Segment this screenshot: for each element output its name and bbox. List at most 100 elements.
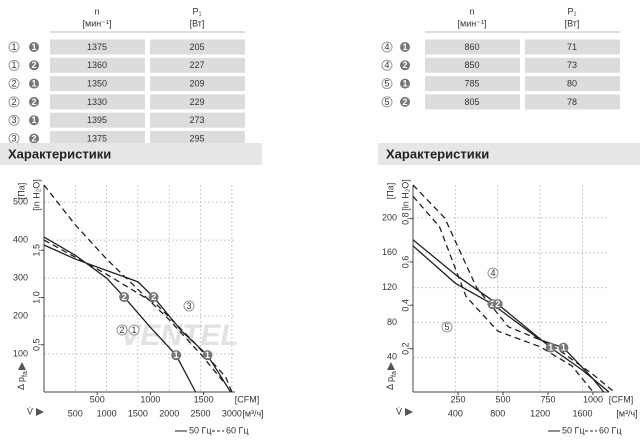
cell-p: 209 bbox=[189, 78, 204, 88]
callout-label: 4 bbox=[490, 268, 495, 278]
mode-label: 2 bbox=[31, 133, 36, 143]
cell-p: 295 bbox=[189, 133, 204, 143]
cell-n: 1375 bbox=[87, 133, 107, 143]
curve bbox=[412, 245, 605, 393]
mode-marker bbox=[29, 96, 39, 107]
mode-label: 1 bbox=[31, 42, 36, 52]
y-arrow bbox=[18, 362, 26, 370]
cell-n: 785 bbox=[464, 78, 479, 88]
x-unit: [м³/ч] bbox=[242, 408, 263, 418]
curve bbox=[43, 239, 233, 393]
header-n: n bbox=[469, 6, 474, 16]
callout-label: 2 bbox=[119, 325, 124, 335]
heading-band bbox=[0, 143, 262, 165]
mode-label: 2 bbox=[402, 97, 407, 107]
cell-bg bbox=[50, 57, 145, 73]
operating-point-label: 1 bbox=[561, 343, 566, 353]
cell-bg bbox=[425, 76, 520, 92]
x-tick-label: 500 bbox=[68, 408, 83, 418]
x-tick-label: 1600 bbox=[572, 408, 592, 418]
cell-bg bbox=[150, 112, 245, 128]
callout bbox=[116, 324, 128, 336]
watermark: VENTEL bbox=[120, 319, 238, 352]
header-n-unit: [мин⁻¹] bbox=[83, 18, 112, 28]
y-tick-label: 100 bbox=[13, 348, 28, 358]
y-tick-label: 120 bbox=[382, 282, 397, 292]
y2-tick-label: 1,0 bbox=[31, 291, 41, 304]
y-unit: [Па] bbox=[385, 183, 395, 199]
x-unit: [м³/ч] bbox=[616, 408, 637, 418]
y-tick-label: 300 bbox=[13, 272, 28, 282]
x2-tick-label: 500 bbox=[495, 394, 510, 404]
mode-label: 2 bbox=[31, 60, 36, 70]
variant-marker bbox=[381, 96, 393, 108]
y-tick-label: 160 bbox=[382, 247, 397, 257]
y-axis-label: Δ pfa bbox=[16, 371, 28, 390]
header-p-unit: [Вт] bbox=[190, 18, 205, 28]
x-tick-label: 2000 bbox=[159, 408, 179, 418]
operating-point-label: 2 bbox=[495, 299, 500, 309]
header-p-unit: [Вт] bbox=[565, 18, 580, 28]
x2-unit: [CFM] bbox=[609, 394, 634, 404]
x-arrow bbox=[405, 408, 413, 416]
callout bbox=[487, 267, 499, 279]
mode-marker bbox=[29, 42, 39, 52]
y2-tick-label: 0,5 bbox=[31, 338, 41, 351]
cell-bg bbox=[150, 39, 245, 55]
legend-label: 60 Гц bbox=[226, 425, 249, 435]
mode-marker bbox=[29, 78, 39, 89]
cell-p: 78 bbox=[567, 97, 577, 107]
operating-point-label: 1 bbox=[174, 350, 179, 360]
curve bbox=[412, 184, 615, 393]
operating-point bbox=[202, 350, 213, 361]
y-tick-label: 400 bbox=[13, 234, 28, 244]
y-axis-label: Δ pfa bbox=[385, 371, 397, 390]
cell-bg bbox=[525, 57, 620, 73]
mode-marker bbox=[29, 60, 39, 71]
cell-n: 1395 bbox=[87, 115, 107, 125]
x-arrow bbox=[36, 408, 44, 416]
mode-label: 1 bbox=[31, 115, 36, 125]
legend-label: 50 Гц bbox=[189, 425, 212, 435]
mode-marker bbox=[400, 96, 410, 107]
variant-label: 2 bbox=[11, 97, 16, 107]
header-p: P₁ bbox=[192, 6, 201, 16]
operating-point-label: 1 bbox=[548, 343, 553, 353]
y2-tick-label: 0,8 bbox=[400, 212, 410, 225]
cell-bg bbox=[525, 94, 620, 110]
variant-marker bbox=[8, 96, 20, 108]
operating-point bbox=[148, 292, 159, 303]
mode-marker bbox=[400, 60, 410, 71]
y-axis-label-main: Δ p bbox=[385, 377, 395, 390]
x2-tick-label: 750 bbox=[540, 394, 555, 404]
cell-p: 229 bbox=[189, 97, 204, 107]
y2-tick-label: 0,4 bbox=[400, 299, 410, 312]
cell-bg bbox=[50, 39, 145, 55]
cell-n: 1375 bbox=[87, 42, 107, 52]
header-p: P₁ bbox=[567, 6, 576, 16]
variant-label: 1 bbox=[11, 60, 16, 70]
operating-point-label: 2 bbox=[122, 292, 127, 302]
variant-marker bbox=[8, 114, 20, 126]
x2-tick-label: 500 bbox=[90, 394, 105, 404]
cell-bg bbox=[50, 94, 145, 110]
variant-label: 3 bbox=[11, 115, 16, 125]
variant-marker bbox=[381, 59, 393, 71]
operating-point bbox=[171, 350, 182, 361]
x2-unit: [CFM] bbox=[235, 394, 260, 404]
operating-point-label: 1 bbox=[205, 350, 210, 360]
cell-p: 71 bbox=[567, 42, 577, 52]
mode-label: 2 bbox=[402, 60, 407, 70]
cell-p: 205 bbox=[189, 42, 204, 52]
curve bbox=[412, 239, 610, 393]
y-tick-label: 200 bbox=[382, 212, 397, 222]
cell-n: 1360 bbox=[87, 60, 107, 70]
y-unit: [Па] bbox=[16, 183, 26, 199]
x-axis-label: V̇ bbox=[27, 406, 33, 416]
x2-tick-label: 1000 bbox=[140, 394, 160, 404]
cell-p: 73 bbox=[567, 60, 577, 70]
curve bbox=[43, 236, 197, 393]
x-tick-label: 1000 bbox=[97, 408, 117, 418]
cell-n: 850 bbox=[464, 60, 479, 70]
variant-marker bbox=[8, 78, 20, 90]
